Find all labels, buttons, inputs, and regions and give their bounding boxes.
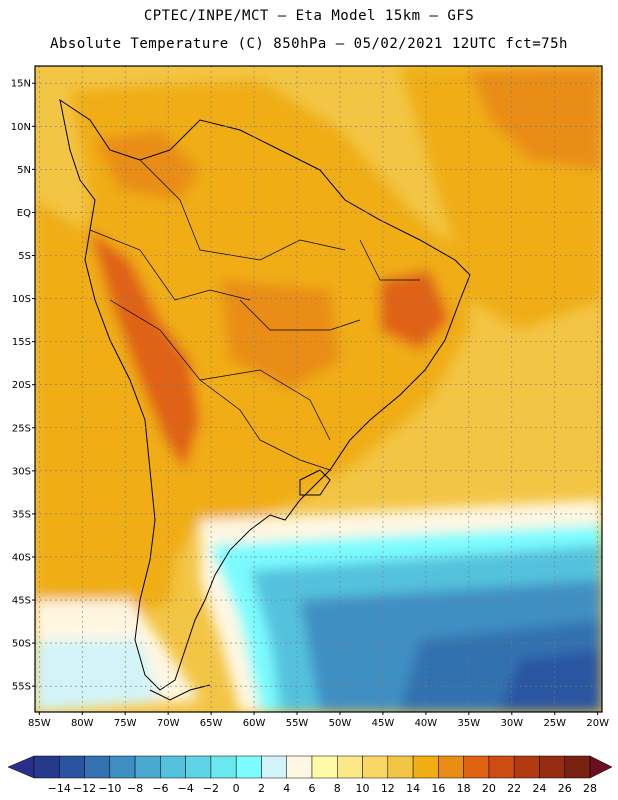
- colorbar: −14 −12 −10 −8 −6 −4 −2 0 2 4 6 8 10 12 14 16 18 20 22 24 26…: [7, 755, 613, 795]
- colorbar-swatch: [185, 755, 212, 779]
- lon-tick-label: 50W: [329, 718, 352, 729]
- lat-tick-label: 5N: [17, 165, 31, 176]
- colorbar-label: 8: [334, 782, 341, 795]
- lon-tick-label: 30W: [500, 718, 523, 729]
- longitude-labels: 85W 80W 75W 70W 65W 60W 55W 50W 45W 40W 35W 30W 25W 2…: [28, 712, 609, 729]
- colorbar-swatch: [109, 755, 136, 779]
- colorbar-label: −2: [203, 782, 219, 795]
- lon-tick-label: 55W: [286, 718, 309, 729]
- colorbar-swatch: [286, 755, 313, 779]
- colorbar-swatch: [513, 755, 540, 779]
- colorbar-swatch: [160, 755, 186, 779]
- colorbar-label: 2: [258, 782, 265, 795]
- colorbar-label: −6: [152, 782, 168, 795]
- lat-tick-label: 20S: [12, 380, 31, 391]
- lat-tick-label: 25S: [12, 423, 31, 434]
- colorbar-swatch: [337, 755, 363, 779]
- colorbar-label: 26: [558, 782, 572, 795]
- colorbar-swatch: [210, 755, 237, 779]
- colorbar-label: 16: [431, 782, 445, 795]
- lat-tick-label: 30S: [12, 466, 31, 477]
- lon-tick-label: 20W: [586, 718, 609, 729]
- colorbar-label: 18: [457, 782, 471, 795]
- colorbar-swatch: [84, 755, 111, 779]
- colorbar-swatch: [488, 755, 515, 779]
- colorbar-swatch: [463, 755, 490, 779]
- lat-tick-label: 35S: [12, 509, 31, 520]
- map-frame: [34, 65, 603, 713]
- colorbar-label: 14: [406, 782, 420, 795]
- lon-tick-label: 80W: [71, 718, 94, 729]
- colorbar-swatch: [134, 755, 161, 779]
- lon-tick-label: 35W: [458, 718, 481, 729]
- lon-tick-label: 45W: [372, 718, 395, 729]
- colorbar-swatch: [261, 755, 287, 779]
- colorbar-swatch: [235, 755, 262, 779]
- colorbar-swatch: [387, 755, 414, 779]
- lat-tick-label: 15S: [12, 337, 31, 348]
- colorbar-swatch: [33, 755, 60, 779]
- lon-tick-label: 65W: [200, 718, 223, 729]
- country-borders: [89, 159, 420, 471]
- colorbar-label: 24: [532, 782, 546, 795]
- colorbar-label: 0: [233, 782, 240, 795]
- lon-tick-label: 40W: [415, 718, 438, 729]
- lat-tick-label: 55S: [12, 682, 31, 693]
- lon-tick-label: 25W: [543, 718, 566, 729]
- lat-tick-label: 10N: [11, 122, 31, 133]
- lat-tick-label: 50S: [12, 639, 31, 650]
- colorbar-label: 12: [381, 782, 395, 795]
- colorbar-label: −8: [127, 782, 143, 795]
- colorbar-label: 10: [356, 782, 370, 795]
- colorbar-label: 22: [507, 782, 521, 795]
- colorbar-swatch: [412, 755, 439, 779]
- colorbar-swatch: [311, 755, 338, 779]
- colorbar-label: −14: [48, 782, 71, 795]
- lat-tick-label: 15N: [11, 79, 31, 90]
- lat-tick-label: 45S: [12, 596, 31, 607]
- colorbar-right-arrow: [589, 755, 613, 779]
- colorbar-swatch: [59, 755, 85, 779]
- colorbar-swatch: [362, 755, 389, 779]
- lat-tick-label: 40S: [12, 552, 31, 563]
- lon-tick-label: 60W: [243, 718, 266, 729]
- coastline: [59, 98, 471, 701]
- map-title-line1: CPTEC/INPE/MCT – Eta Model 15km – GFS: [143, 8, 475, 24]
- colorbar-swatch: [539, 755, 565, 779]
- colorbar-label: −4: [178, 782, 194, 795]
- colorbar-swatch: [438, 755, 464, 779]
- colorbar-label: 20: [482, 782, 496, 795]
- latitude-labels: 15N 10N 5N EQ 5S 10S 15S 20S 25S 30S 35S 40S 45S 50S 5…: [11, 79, 35, 693]
- temperature-field: [35, 66, 602, 712]
- lon-tick-label: 85W: [28, 718, 51, 729]
- colorbar-label: −10: [98, 782, 121, 795]
- lat-tick-label: 10S: [12, 294, 31, 305]
- lat-tick-label: EQ: [17, 208, 31, 219]
- colorbar-label: −12: [73, 782, 96, 795]
- map-title-line2: Absolute Temperature (C) 850hPa – 05/02/…: [50, 36, 568, 52]
- colorbar-left-arrow: [7, 755, 35, 779]
- colorbar-label: 6: [309, 782, 316, 795]
- lon-tick-label: 70W: [157, 718, 180, 729]
- colorbar-label: 28: [583, 782, 597, 795]
- colorbar-label: 4: [283, 782, 290, 795]
- lon-tick-label: 75W: [114, 718, 137, 729]
- lat-tick-label: 5S: [18, 251, 31, 262]
- colorbar-swatch: [564, 755, 591, 779]
